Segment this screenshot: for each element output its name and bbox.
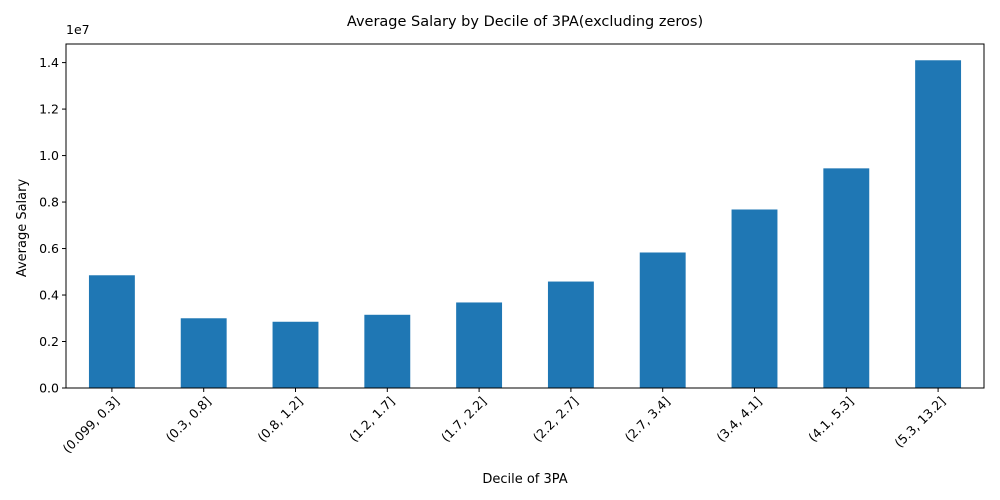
y-tick-label: 0.2 (39, 334, 59, 349)
x-tick-label: (4.1, 5.3] (805, 394, 856, 445)
bar-9 (823, 168, 870, 388)
y-axis-label: Average Salary (15, 179, 30, 278)
y-tick-label: 0.8 (39, 195, 59, 210)
x-tick-label: (5.3, 13.2] (891, 394, 948, 451)
bar-2 (180, 318, 227, 388)
x-tick-label: (3.4, 4.1] (713, 394, 764, 445)
bar-1 (88, 275, 135, 388)
x-tick-label: (1.7, 2.2] (438, 394, 489, 445)
x-tick-label: (2.7, 3.4] (622, 394, 673, 445)
bar-10 (915, 60, 962, 389)
x-tick-label: (2.2, 2.7] (530, 394, 581, 445)
bar-4 (364, 314, 411, 388)
y-tick-label: 1.0 (39, 148, 59, 163)
x-axis-ticks: (0.099, 0.3] (0.3, 0.8] (0.8, 1.2] (1.2, 1.… (60, 388, 948, 456)
bar-6 (547, 281, 594, 388)
x-tick-label: (0.099, 0.3] (60, 394, 122, 456)
y-tick-label: 0.0 (39, 381, 59, 396)
y-tick-label: 1.4 (39, 55, 59, 70)
chart-title: Average Salary by Decile of 3PA(excludin… (347, 14, 703, 30)
x-tick-label: (1.2, 1.7] (346, 394, 397, 445)
x-tick-label: (0.8, 1.2] (254, 394, 305, 445)
plot-frame (65, 43, 985, 389)
bar-5 (456, 302, 503, 388)
y-axis-ticks: 0.0 0.2 0.4 0.6 0.8 1.0 1.2 1.4 (39, 55, 66, 396)
bars-group (88, 60, 962, 389)
bar-8 (731, 209, 778, 388)
y-tick-label: 1.2 (39, 102, 59, 117)
y-axis-offset-label: 1e7 (66, 22, 90, 37)
bar-3 (272, 321, 319, 388)
y-tick-label: 0.4 (39, 288, 59, 303)
bar-7 (639, 252, 686, 388)
x-axis-label: Decile of 3PA (482, 472, 567, 487)
y-tick-label: 0.6 (39, 241, 59, 256)
x-tick-label: (0.3, 0.8] (163, 394, 214, 445)
